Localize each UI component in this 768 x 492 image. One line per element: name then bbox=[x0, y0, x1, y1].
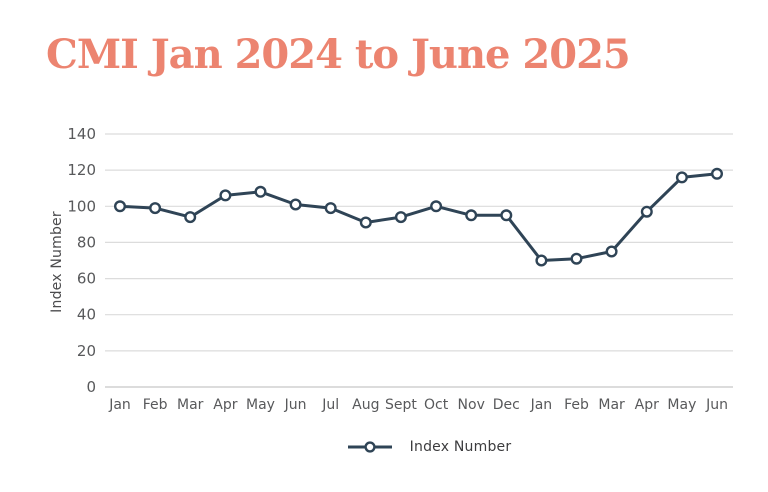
data-point bbox=[570, 252, 583, 265]
legend: Index Number bbox=[105, 435, 753, 459]
data-point bbox=[711, 167, 724, 180]
x-tick-label: Jul bbox=[321, 397, 339, 413]
data-point bbox=[394, 211, 407, 224]
y-tick-label: 20 bbox=[77, 342, 96, 360]
data-point bbox=[219, 189, 232, 202]
x-tick-label: May bbox=[667, 397, 696, 413]
data-point bbox=[535, 254, 548, 267]
x-tick-label: Mar bbox=[177, 397, 204, 413]
x-tick-label: Oct bbox=[424, 397, 449, 413]
y-tick-label: 40 bbox=[77, 306, 96, 324]
data-point bbox=[113, 200, 126, 213]
data-point bbox=[500, 209, 513, 222]
y-tick-label: 100 bbox=[67, 197, 96, 215]
x-tick-label: Apr bbox=[635, 397, 659, 413]
x-tick-label: Aug bbox=[352, 397, 379, 413]
x-tick-label: Mar bbox=[598, 397, 625, 413]
data-point bbox=[289, 198, 302, 211]
legend-marker-icon bbox=[364, 441, 376, 453]
y-tick-label: 120 bbox=[67, 161, 96, 179]
legend-line-marker-icon bbox=[347, 441, 392, 453]
data-point bbox=[149, 202, 162, 215]
data-point bbox=[640, 205, 653, 218]
x-tick-label: Sept bbox=[385, 397, 417, 413]
y-tick-label: 80 bbox=[77, 233, 96, 251]
x-tick-label: Apr bbox=[213, 397, 237, 413]
series-line bbox=[118, 172, 719, 262]
x-tick-label: Dec bbox=[493, 397, 520, 413]
data-point bbox=[430, 200, 443, 213]
data-point bbox=[675, 171, 688, 184]
x-tick-label: Feb bbox=[143, 397, 168, 413]
chart-title: CMI Jan 2024 to June 2025 bbox=[46, 31, 631, 78]
y-tick-label: 140 bbox=[67, 125, 96, 143]
data-point bbox=[359, 216, 372, 229]
x-tick-label: May bbox=[246, 397, 275, 413]
legend-label: Index Number bbox=[409, 439, 512, 455]
x-tick-label: Jan bbox=[530, 397, 553, 413]
data-point bbox=[324, 202, 337, 215]
data-point bbox=[254, 185, 267, 198]
x-tick-label: Jun bbox=[705, 397, 728, 413]
x-tick-label: Nov bbox=[458, 397, 485, 413]
y-tick-label: 0 bbox=[86, 378, 96, 396]
data-point bbox=[465, 209, 478, 222]
x-tick-label: Jan bbox=[108, 397, 131, 413]
data-point bbox=[605, 245, 618, 258]
y-tick-label: 60 bbox=[77, 270, 96, 288]
data-point bbox=[184, 211, 197, 224]
x-tick-label: Feb bbox=[564, 397, 589, 413]
x-tick-label: Jun bbox=[284, 397, 307, 413]
